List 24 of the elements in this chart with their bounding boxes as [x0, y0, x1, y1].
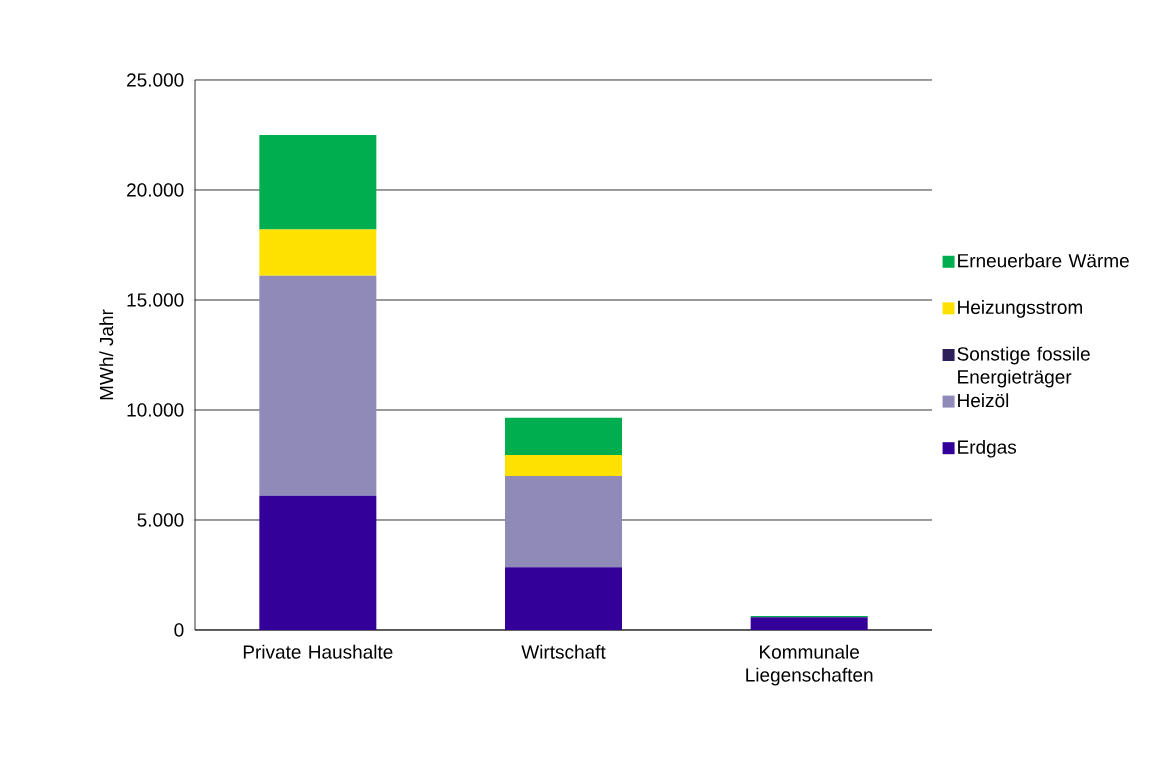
legend-label: Erdgas: [958, 439, 1017, 458]
legend-label: Heizöl: [958, 393, 1009, 408]
bar: [505, 455, 623, 476]
bar: [505, 417, 623, 456]
x-tick-label: Wirtschaft: [521, 644, 606, 659]
bar: [259, 275, 377, 496]
y-tick-label: 5.000: [137, 513, 184, 527]
x-tick-label: Private Haushalte: [243, 644, 393, 659]
y-tick-label: 15.000: [127, 293, 184, 307]
y-tick-label: 10.000: [127, 403, 184, 417]
legend-label: Erneuerbare Wärme: [958, 253, 1129, 268]
y-tick-label: 20.000: [127, 183, 184, 197]
bar: [259, 134, 377, 230]
y-axis-title: MWh/ Jahr: [99, 309, 114, 400]
bar: [259, 229, 377, 276]
bar: [259, 495, 377, 630]
bar: [505, 475, 623, 568]
y-tick-label: 0: [174, 623, 184, 637]
y-tick-label: 25.000: [127, 73, 184, 87]
legend-label: Heizungsstrom: [958, 300, 1082, 318]
bar: [505, 567, 623, 630]
x-tick-label: Kommunale Liegenschaften: [746, 644, 873, 686]
legend-label: Sonstige fossile Energieträger: [957, 346, 1090, 388]
bar: [750, 617, 868, 630]
